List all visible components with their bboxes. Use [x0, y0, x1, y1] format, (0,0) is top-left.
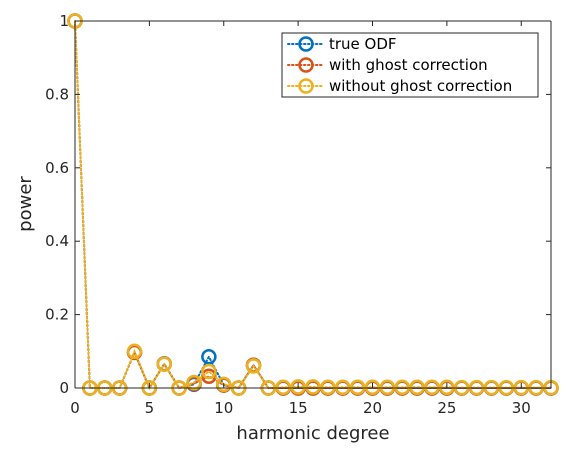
legend-item-1: with ghost correction	[287, 56, 488, 74]
legend-item-0: true ODF	[287, 35, 397, 53]
data-point	[379, 379, 396, 396]
x-tick-label: 0	[70, 399, 80, 417]
data-point	[245, 358, 262, 374]
legend-marker	[298, 36, 314, 52]
x-tick-label: 5	[145, 399, 155, 417]
data-point	[290, 379, 306, 395]
data-point	[201, 363, 217, 380]
data-point	[126, 343, 143, 360]
legend-label: without ghost correction	[329, 77, 512, 95]
legend: true ODF with ghost correction without gho…	[281, 32, 539, 98]
data-point	[335, 379, 351, 396]
y-tick-label: 1	[59, 12, 69, 30]
y-tick-label: 0.2	[45, 306, 69, 324]
legend-marker	[298, 57, 314, 73]
axes-box	[74, 20, 552, 389]
data-point	[424, 379, 440, 396]
data-point	[320, 379, 336, 396]
data-point	[275, 379, 291, 396]
x-tick-label: 25	[437, 399, 456, 417]
x-tick-label: 20	[363, 399, 382, 417]
y-tick-label: 0.6	[45, 159, 69, 177]
legend-label: true ODF	[329, 35, 397, 53]
x-tick-label: 15	[289, 399, 308, 417]
legend-box	[281, 32, 539, 98]
legend-label: with ghost correction	[329, 56, 488, 74]
x-tick-label: 10	[214, 399, 233, 417]
data-point	[364, 379, 381, 396]
y-tick-label: 0	[59, 379, 69, 397]
legend-items: true ODF with ghost correction without gho…	[287, 35, 512, 95]
tick-layer: 0 5 10 15 20 25 30 0 0.2 0.4 0.6 0.8 1	[45, 12, 551, 417]
data-point	[409, 379, 425, 396]
y-axis-label: power	[15, 176, 36, 232]
y-tick-label: 0.8	[45, 85, 69, 103]
legend-item-2: without ghost correction	[287, 77, 512, 95]
y-tick-label: 0.4	[45, 232, 69, 250]
data-point	[216, 376, 232, 393]
data-point	[305, 379, 321, 395]
data-point	[201, 368, 217, 385]
data-point	[349, 379, 366, 396]
data-point	[394, 379, 410, 396]
data-point	[186, 374, 202, 391]
series-2	[67, 13, 559, 396]
data-point	[201, 349, 217, 365]
data-point	[439, 379, 455, 396]
legend-marker	[298, 78, 314, 94]
data-point	[156, 356, 172, 372]
x-axis-label: harmonic degree	[236, 423, 389, 444]
x-tick-label: 30	[512, 399, 531, 417]
